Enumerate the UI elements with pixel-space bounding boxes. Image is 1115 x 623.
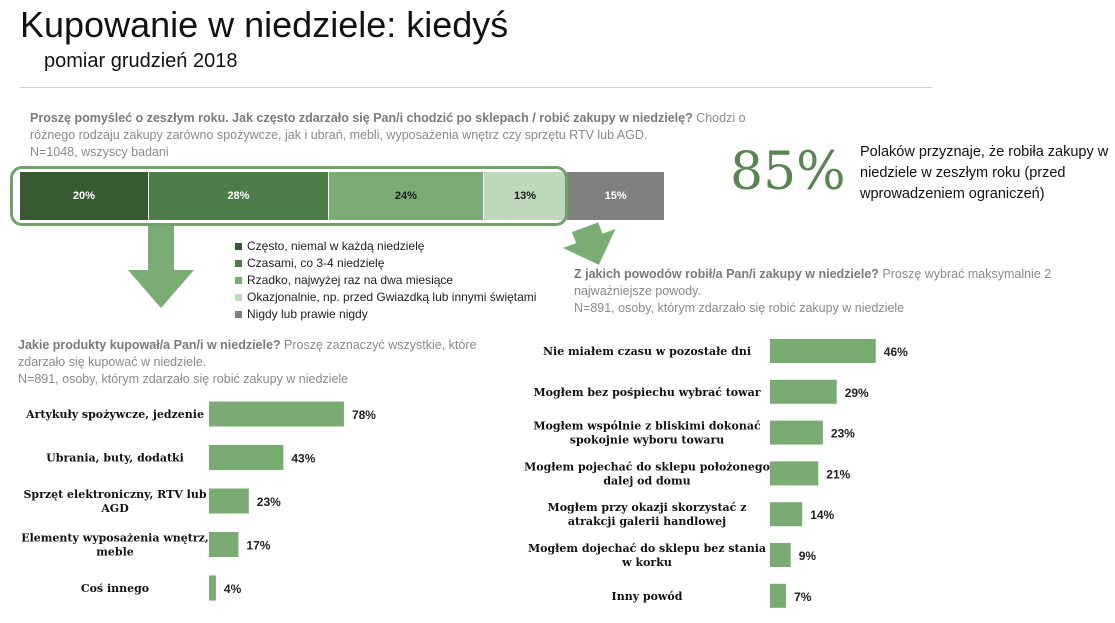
products-value-label-3: 23%	[257, 495, 281, 509]
stack-segment-2: 28%	[148, 172, 329, 220]
products-bar-5	[209, 575, 216, 601]
products-value-label-4: 17%	[246, 539, 270, 553]
reasons-bar-1	[770, 339, 876, 363]
products-value-label-1: 78%	[352, 408, 376, 422]
legend-swatch-5	[235, 311, 242, 318]
summary-note: Polaków przyznaje, że robiła zakupy w ni…	[860, 144, 1109, 202]
stack-segment-5: 15%	[567, 172, 664, 220]
reasons-value-label-4: 21%	[826, 467, 850, 481]
question-reasons: Z jakich powodów robił/a Pan/i zakupy w …	[574, 266, 1094, 317]
reasons-category-2: Mogłem bez pośpiechu wybrać towar	[533, 386, 760, 399]
legend-swatch-3	[235, 277, 242, 284]
reasons-bar-5	[770, 502, 803, 527]
question-reasons-bold: Z jakich powodów robił/a Pan/i zakupy w …	[574, 267, 879, 281]
products-bar-1	[209, 401, 344, 427]
frequency-stacked-bar: 20% 28% 24% 13% 15%	[20, 172, 664, 220]
legend-item-4: Okazjonalnie, np. przed Gwiazdką lub inn…	[235, 289, 536, 306]
question-frequency-rest: Chodzi o różnego rodzaju zakupy zarówno …	[30, 111, 746, 142]
question-frequency-bold: Proszę pomyśleć o zeszłym roku. Jak częs…	[30, 111, 693, 125]
products-category-5: Coś innego	[81, 582, 149, 595]
reasons-value-label-3: 23%	[831, 427, 855, 441]
question-reasons-rest: Proszę wybrać maksymalnie 2 najważniejsz…	[574, 267, 1052, 298]
reasons-bar-7	[770, 583, 787, 608]
reasons-category-6: Mogłem dojechać do sklepu bez stania w ko…	[528, 542, 766, 569]
products-category-1: Artykuły spożywcze, jedzenie	[25, 408, 204, 421]
products-bar-2	[209, 445, 284, 470]
stack-segment-3: 24%	[329, 172, 483, 220]
title-divider	[20, 87, 932, 88]
reasons-bar-2	[770, 379, 837, 404]
reasons-bar-4	[770, 461, 819, 486]
legend-label-5: Nigdy lub prawie nigdy	[247, 307, 368, 321]
legend-item-1: Często, niemal w każdą niedzielę	[235, 238, 536, 255]
reasons-bar-3	[770, 420, 823, 445]
reasons-bar-chart: Nie miałem czasu w pozostałe dni 46% Mogłe…	[524, 339, 908, 608]
reasons-value-label-1: 46%	[884, 345, 908, 359]
page-title: Kupowanie w niedziele: kiedyś	[20, 4, 509, 45]
stack-segment-1: 20%	[20, 172, 148, 220]
reasons-value-label-6: 9%	[799, 549, 817, 563]
reasons-bar-6	[770, 543, 791, 567]
reasons-category-3: Mogłem wspólnie z bliskimi dokonać spokoj…	[533, 420, 761, 447]
reasons-value-label-5: 14%	[810, 508, 834, 522]
question-products: Jakie produkty kupował/a Pan/i w niedzie…	[18, 337, 488, 388]
down-arrow-icon	[128, 226, 194, 308]
products-category-3: Sprzęt elektroniczny, RTV lub AGD	[23, 488, 206, 515]
summary-percent: 85%	[730, 142, 846, 202]
stack-segment-4: 13%	[483, 172, 567, 220]
question-frequency: Proszę pomyśleć o zeszłym roku. Jak częs…	[30, 110, 750, 161]
products-value-label-2: 43%	[291, 452, 315, 466]
products-category-4: Elementy wyposażenia wnętrz, meble	[21, 532, 209, 559]
products-bar-3	[209, 488, 249, 514]
question-products-rest: Proszę zaznaczyć wszystkie, które zdarza…	[18, 338, 477, 369]
legend-swatch-4	[235, 294, 242, 301]
legend-label-4: Okazjonalnie, np. przed Gwiazdką lub inn…	[247, 290, 537, 304]
legend-label-2: Czasami, co 3-4 niedzielę	[247, 256, 385, 270]
question-reasons-base: N=891, osoby, którym zdarzało się robić …	[574, 301, 905, 315]
reasons-value-label-2: 29%	[845, 386, 869, 400]
question-products-base: N=891, osoby, którym zdarzało się robić …	[18, 372, 349, 386]
highlight-frame	[10, 166, 568, 226]
reasons-category-5: Mogłem przy okazji skorzystać z atrakcji …	[548, 501, 747, 528]
legend-swatch-1	[235, 243, 242, 250]
products-bar-chart: Artykuły spożywcze, jedzenie 78% Ubrania, …	[21, 401, 376, 601]
reasons-value-label-7: 7%	[794, 590, 812, 604]
legend-swatch-2	[235, 260, 242, 267]
legend-label-1: Często, niemal w każdą niedzielę	[247, 239, 425, 253]
frequency-legend: Często, niemal w każdą niedzielę Czasami,…	[235, 238, 536, 323]
legend-item-3: Rzadko, najwyżej raz na dwa miesiące	[235, 272, 536, 289]
legend-label-3: Rzadko, najwyżej raz na dwa miesiące	[247, 273, 454, 287]
reasons-category-4: Mogłem pojechać do sklepu położonego dale…	[524, 460, 770, 487]
down-right-arrow-icon	[562, 222, 616, 265]
reasons-category-1: Nie miałem czasu w pozostałe dni	[543, 345, 751, 358]
reasons-category-7: Inny powód	[612, 590, 683, 603]
legend-item-2: Czasami, co 3-4 niedzielę	[235, 255, 536, 272]
question-frequency-base: N=1048, wszyscy badani	[30, 145, 169, 159]
legend-item-5: Nigdy lub prawie nigdy	[235, 306, 536, 323]
products-category-2: Ubrania, buty, dodatki	[46, 452, 184, 465]
products-value-label-5: 4%	[224, 582, 242, 596]
page-subtitle: pomiar grudzień 2018	[44, 50, 238, 72]
products-bar-4	[209, 532, 239, 557]
question-products-bold: Jakie produkty kupował/a Pan/i w niedzie…	[18, 338, 281, 352]
